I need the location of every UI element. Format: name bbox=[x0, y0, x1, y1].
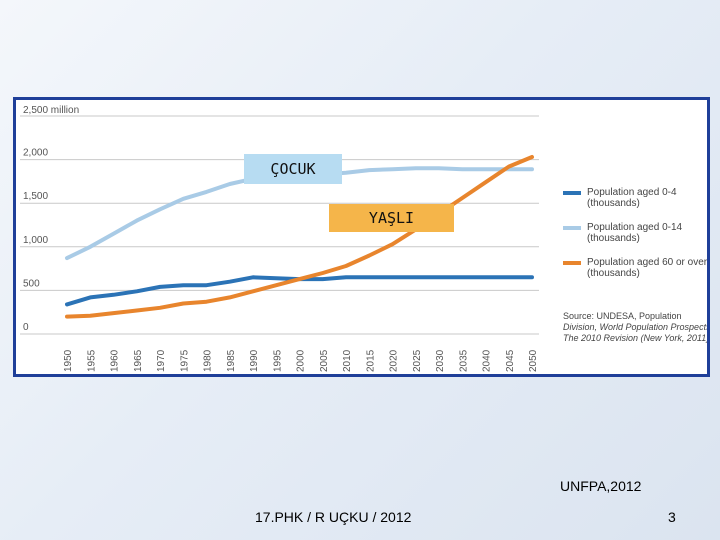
annotation-label-1: YAŞLI bbox=[369, 209, 414, 227]
legend-swatch-0 bbox=[563, 191, 581, 195]
legend-label-1: Population aged 0-14 (thousands) bbox=[587, 222, 683, 244]
x-tick-label: 1960 bbox=[110, 349, 121, 372]
x-tick-label: 1985 bbox=[226, 349, 237, 372]
x-tick-label: 1990 bbox=[249, 349, 260, 372]
legend-swatch-1 bbox=[563, 226, 581, 230]
legend-label-0: Population aged 0-4 (thousands) bbox=[587, 187, 677, 209]
x-tick-label: 2020 bbox=[389, 349, 400, 372]
annotation-box-0 bbox=[244, 154, 342, 184]
x-tick-label: 1970 bbox=[156, 349, 167, 372]
x-tick-label: 2000 bbox=[296, 349, 307, 372]
x-tick-label: 2010 bbox=[342, 349, 353, 372]
population-chart: 2,500 million 2,000 1,500 1,000 500 0 1950 1955… bbox=[20, 105, 707, 372]
x-tick-label: 1955 bbox=[86, 349, 97, 372]
source-credit: UNFPA,2012 bbox=[560, 478, 642, 494]
y-tick-label: 1,000 bbox=[23, 235, 48, 246]
x-tick-label: 2035 bbox=[458, 349, 469, 372]
legend-swatch-2 bbox=[563, 261, 581, 265]
annotation-box-1 bbox=[329, 204, 454, 232]
x-tick-label: 1965 bbox=[133, 349, 144, 372]
footer-author: 17.PHK / R UÇKU / 2012 bbox=[255, 509, 412, 525]
series-line-2 bbox=[65, 155, 534, 319]
x-tick-label: 2015 bbox=[365, 349, 376, 372]
x-tick-label: 1980 bbox=[203, 349, 214, 372]
x-tick-label: 2025 bbox=[412, 349, 423, 372]
y-tick-label: 2,000 bbox=[23, 148, 48, 159]
y-tick-label: 1,500 bbox=[23, 191, 48, 202]
y-tick-label: 0 bbox=[23, 322, 29, 333]
chart-frame: 2,500 million 2,000 1,500 1,000 500 0 1950 1955… bbox=[13, 97, 710, 377]
page-number: 3 bbox=[668, 509, 676, 525]
y-unit-label: 2,500 million bbox=[23, 105, 79, 116]
legend-label-2: Population aged 60 or over (thousands) bbox=[587, 257, 707, 279]
x-tick-label: 1950 bbox=[63, 349, 74, 372]
annotation-label-0: ÇOCUK bbox=[270, 160, 315, 178]
x-tick-label: 2040 bbox=[482, 349, 493, 372]
y-tick-label: 500 bbox=[23, 278, 40, 289]
x-tick-label: 2045 bbox=[505, 349, 516, 372]
x-tick-label: 2030 bbox=[435, 349, 446, 372]
x-tick-label: 2050 bbox=[528, 349, 539, 372]
x-tick-label: 1975 bbox=[179, 349, 190, 372]
x-tick-label: 1995 bbox=[272, 349, 283, 372]
x-tick-label: 2005 bbox=[319, 349, 330, 372]
source-note: Source: UNDESA, Population Division, Worl… bbox=[563, 311, 707, 343]
